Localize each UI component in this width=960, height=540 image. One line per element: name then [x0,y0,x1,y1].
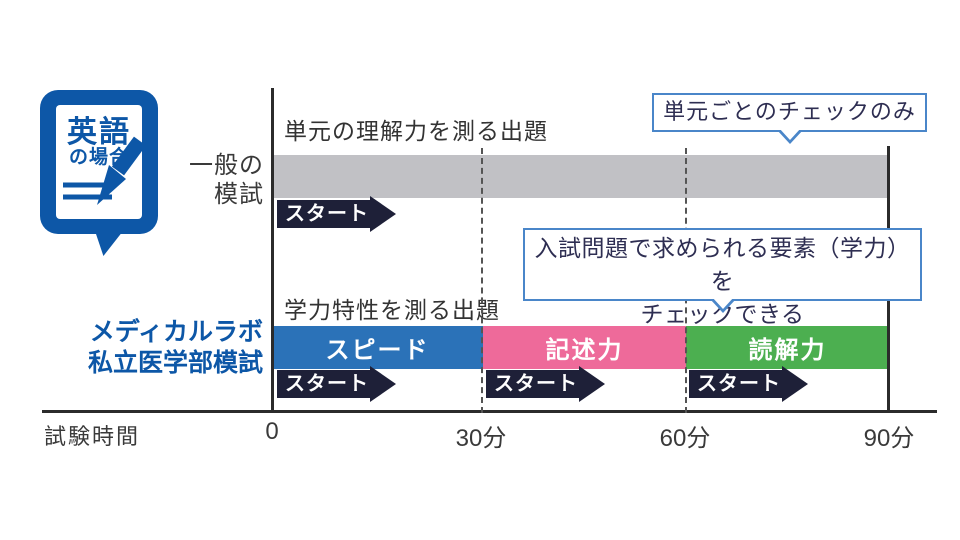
arrow-head-icon [579,366,605,402]
medical-start-arrow-2-label: スタート [486,370,579,398]
tick-60min: 60分 [659,425,711,452]
medical-exam-label-line2: 私立医学部模試 [87,349,263,377]
general-callout-text: 単元ごとのチェックのみ [663,99,916,124]
medical-start-arrow-3-label: スタート [689,370,782,398]
medical-callout-line1: 入試問題で求められる要素（学力）を [534,235,911,294]
general-start-arrow-label: スタート [277,200,370,228]
general-callout: 単元ごとのチェックのみ [652,93,927,132]
medical-question-type: 学力特性を測る出題 [284,297,500,323]
medical-segment-speed: スピード [272,326,483,369]
medical-exam-label-line1: メディカルラボ [89,318,263,346]
general-exam-label-line2: 模試 [214,181,264,208]
medical-start-arrow-3: スタート [689,366,808,402]
medical-start-arrow-2: スタート [486,366,605,402]
time-axis-label: 試験時間 [44,424,141,449]
general-exam-label: 一般の 模試 [150,151,264,209]
medical-segment-writing-label: 記述力 [545,337,624,364]
general-start-arrow: スタート [277,196,396,232]
pencil-icon [63,136,142,205]
medical-callout: 入試問題で求められる要素（学力）を チェックできる [523,228,922,327]
medical-exam-label: メディカルラボ 私立医学部模試 [38,317,263,379]
medical-start-arrow-1: スタート [277,366,396,402]
time-axis-line [42,410,937,413]
arrow-head-icon [370,366,396,402]
medical-start-arrow-1-label: スタート [277,370,370,398]
general-exam-label-line1: 一般の [189,152,264,179]
medical-segment-speed-label: スピード [325,337,430,364]
tick-0min: 0 [265,418,279,445]
medical-segment-writing: 記述力 [483,326,686,369]
timeline-30min-dashed-line [481,148,483,413]
subject-badge-tail [95,231,123,256]
arrow-head-icon [782,366,808,402]
general-exam-bar [272,155,889,198]
subject-badge-title: 英語 [67,116,131,149]
arrow-head-icon [370,196,396,232]
subject-badge-subtitle: の場合 [68,147,129,168]
tick-90min: 90分 [863,425,915,452]
general-question-type: 単元の理解力を測る出題 [284,118,548,144]
medical-segment-reading-label: 読解力 [748,337,827,364]
timeline-start-line [271,88,274,413]
tick-30min: 30分 [455,425,507,452]
medical-callout-line2: チェックできる [640,301,805,327]
medical-segment-reading: 読解力 [686,326,889,369]
